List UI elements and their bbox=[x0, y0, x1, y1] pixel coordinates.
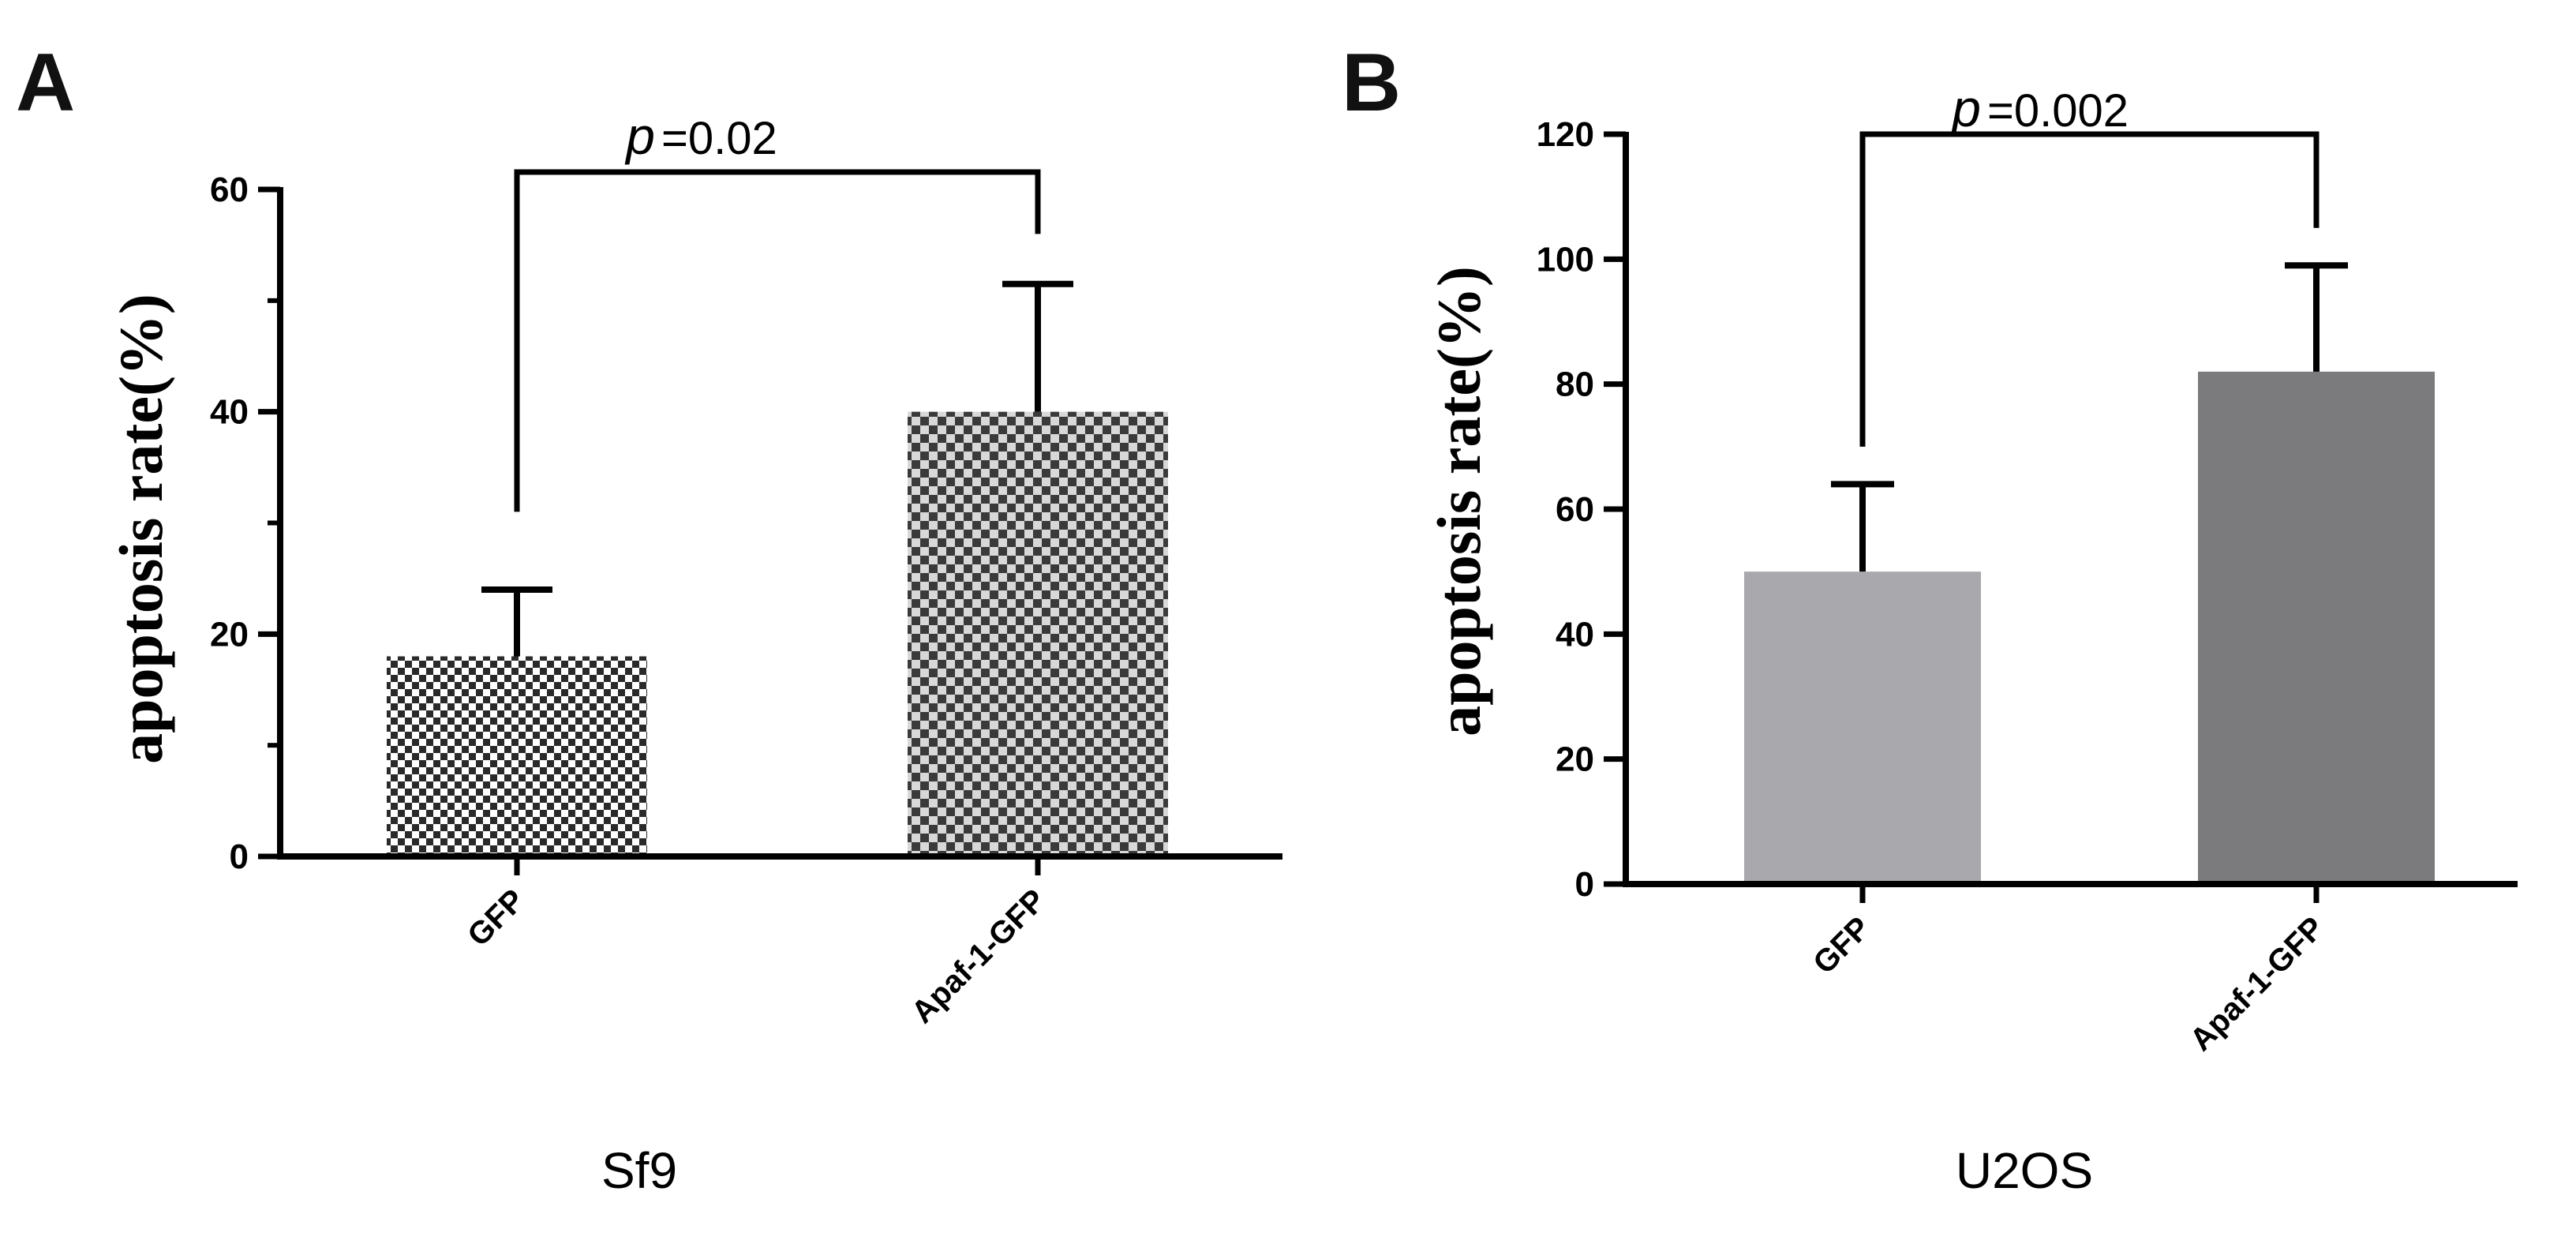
panel-a-bar-0 bbox=[387, 656, 647, 856]
panel-b-ytick-label-1: 20 bbox=[1556, 740, 1594, 779]
panel-a-xlabel: Sf9 bbox=[601, 1142, 677, 1199]
panel-a: A apoptosis rate(%) 0 20 40 60 GFP Apaf-1-GFP… bbox=[16, 37, 1282, 1199]
panel-b-ytick-label-2: 40 bbox=[1556, 615, 1594, 654]
panel-b-ylabel: apoptosis rate(%) bbox=[1425, 266, 1493, 736]
panel-a-category-label-0: GFP bbox=[461, 882, 531, 953]
panel-a-ytick-label-2: 40 bbox=[210, 393, 249, 432]
panel-a-p-value: =0.02 bbox=[661, 113, 777, 164]
panel-b: B apoptosis rate(%) 0 20 40 60 80 100 120 GFP Ap… bbox=[1342, 37, 2518, 1199]
panel-b-ytick-label-5: 100 bbox=[1537, 240, 1594, 279]
panel-b-p-value: =0.002 bbox=[1987, 85, 2129, 137]
panel-b-letter: B bbox=[1342, 37, 1401, 129]
panel-b-plot: 0 20 40 60 80 100 120 GFP Apaf-1-GFP p =0.002 bbox=[1537, 79, 2518, 1058]
panel-a-ytick-label-1: 20 bbox=[210, 615, 249, 654]
panel-b-significance-bracket bbox=[1859, 131, 2320, 447]
panel-a-ytick-label-3: 60 bbox=[210, 170, 249, 209]
panel-b-category-label-1: Apaf-1-GFP bbox=[2184, 910, 2331, 1058]
panel-b-bar-0 bbox=[1744, 571, 1981, 884]
panel-b-category-label-0: GFP bbox=[1807, 910, 1877, 980]
panel-a-letter: A bbox=[16, 37, 75, 129]
panel-a-category-label-1: Apaf-1-GFP bbox=[905, 882, 1053, 1030]
panel-b-ytick-label-4: 80 bbox=[1556, 365, 1594, 404]
panel-b-ytick-label-0: 0 bbox=[1575, 865, 1594, 904]
panel-a-ylabel: apoptosis rate(%) bbox=[107, 294, 175, 764]
panel-a-p-symbol: p bbox=[624, 107, 655, 165]
panel-b-xlabel: U2OS bbox=[1956, 1142, 2093, 1199]
panel-a-plot: 0 20 40 60 GFP Apaf-1-GFP p =0.02 bbox=[210, 107, 1282, 1030]
panel-a-ytick-label-0: 0 bbox=[230, 837, 249, 876]
panel-b-bar-1 bbox=[2198, 371, 2435, 884]
panel-a-bar-1 bbox=[908, 411, 1168, 856]
panel-b-ytick-label-6: 120 bbox=[1537, 115, 1594, 154]
panel-b-p-symbol: p bbox=[1950, 79, 1981, 137]
panel-a-significance-bracket bbox=[514, 169, 1041, 512]
panel-b-ytick-label-3: 60 bbox=[1556, 490, 1594, 529]
